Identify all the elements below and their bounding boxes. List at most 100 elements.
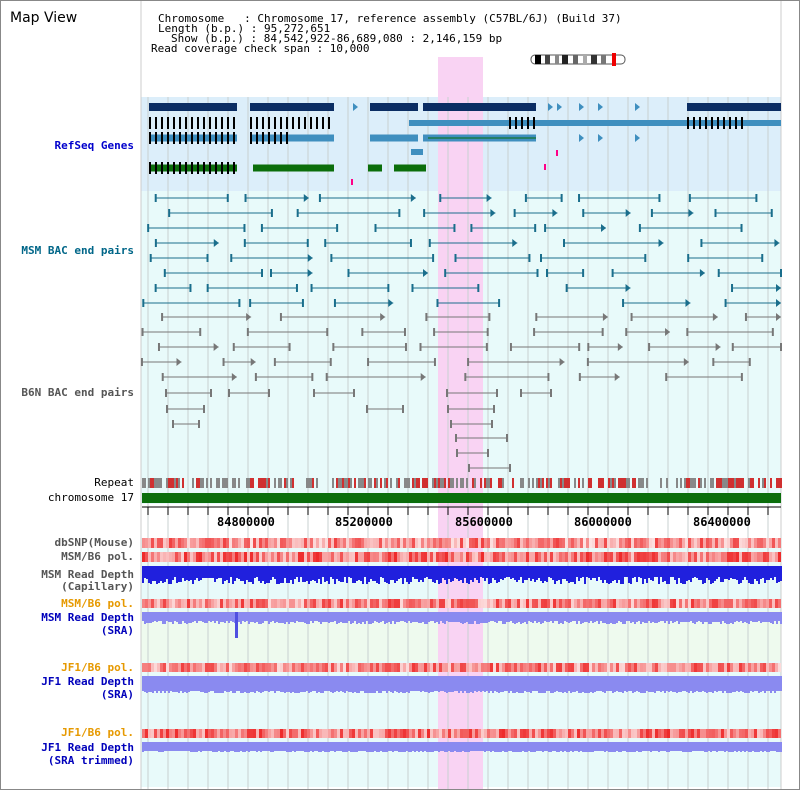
depth-bar: [550, 612, 552, 621]
depth-bar: [766, 566, 768, 580]
track-label-chromosome[interactable]: chromosome 17: [47, 491, 134, 504]
depth-bar: [172, 676, 174, 692]
heat-cell: [364, 729, 367, 738]
gene-exon: [304, 117, 306, 129]
heat-cell: [412, 599, 415, 608]
heat-cell: [556, 552, 559, 562]
heat-cell: [241, 552, 244, 562]
heat-cell: [352, 729, 355, 738]
depth-bar: [160, 566, 162, 581]
track-label-msm-b6-pol-2[interactable]: MSM/B6 pol.: [61, 597, 134, 610]
heat-cell: [367, 552, 370, 562]
depth-bar: [652, 612, 654, 622]
depth-bar: [730, 742, 732, 752]
heat-cell: [283, 729, 286, 738]
heat-cell: [190, 538, 193, 548]
heat-cell: [487, 599, 490, 608]
heat-cell: [610, 729, 613, 738]
depth-bar: [706, 742, 708, 752]
depth-bar: [498, 612, 500, 621]
heat-cell: [304, 729, 307, 738]
depth-bar: [158, 566, 160, 583]
depth-bar: [416, 612, 418, 622]
depth-bar: [570, 676, 572, 693]
heat-cell: [562, 552, 565, 562]
bac-pair-arrow: [213, 239, 219, 247]
heat-cell: [682, 599, 685, 608]
track-label-b6n-bac[interactable]: B6N BAC end pairs: [21, 386, 134, 399]
depth-bar: [152, 566, 154, 581]
track-label-jf1-depth-sra-sub: (SRA): [100, 688, 134, 701]
track-label-jf1-depth-sra[interactable]: JF1 Read Depth: [41, 675, 134, 688]
heat-cell: [514, 552, 517, 562]
depth-bar: [488, 612, 490, 622]
heat-cell: [148, 552, 151, 562]
repeat-feature: [234, 478, 236, 488]
depth-bar: [752, 742, 754, 751]
track-label-jf1-b6-pol-2[interactable]: JF1/B6 pol.: [61, 726, 134, 739]
depth-bar: [530, 566, 532, 581]
heat-cell: [157, 729, 160, 738]
depth-bar: [632, 566, 634, 578]
depth-bar: [598, 742, 600, 751]
heat-cell: [757, 663, 760, 672]
depth-bar: [434, 676, 436, 691]
track-label-msm-b6-pol[interactable]: MSM/B6 pol.: [61, 550, 134, 563]
heat-cell: [199, 599, 202, 608]
heat-cell: [586, 552, 589, 562]
track-label-dbsnp[interactable]: dbSNP(Mouse): [54, 536, 134, 549]
heat-cell: [769, 599, 772, 608]
track-label-refseq-genes[interactable]: RefSeq Genes: [54, 139, 134, 152]
depth-bar: [550, 566, 552, 578]
heat-cell: [358, 538, 361, 548]
depth-bar: [412, 676, 414, 691]
depth-bar: [606, 676, 608, 691]
depth-bar: [246, 742, 248, 751]
track-label-msm-depth-sra[interactable]: MSM Read Depth: [41, 611, 134, 624]
gene-feature: [411, 149, 423, 155]
heat-cell: [652, 729, 655, 738]
heat-cell: [439, 552, 442, 562]
track-label-msm-depth-capillary[interactable]: MSM Read Depth: [41, 568, 134, 581]
heat-cell: [466, 552, 469, 562]
depth-bar: [254, 676, 256, 693]
heat-cell: [499, 663, 502, 672]
depth-bar: [518, 676, 520, 693]
depth-bar: [296, 612, 298, 621]
heat-cell: [667, 552, 670, 562]
depth-bar: [240, 676, 242, 693]
heat-cell: [163, 599, 166, 608]
depth-bar: [360, 742, 362, 751]
heat-cell: [373, 729, 376, 738]
track-label-msm-bac[interactable]: MSM BAC end pairs: [21, 244, 134, 257]
depth-bar: [336, 676, 338, 691]
depth-bar: [198, 612, 200, 621]
depth-bar: [576, 742, 578, 751]
depth-bar: [654, 612, 656, 623]
depth-bar: [750, 676, 752, 691]
track-label-repeat[interactable]: Repeat: [94, 476, 134, 489]
heat-cell: [145, 729, 148, 738]
depth-bar: [448, 612, 450, 622]
heat-cell: [574, 538, 577, 548]
heat-cell: [778, 552, 781, 562]
track-label-jf1-depth-trimmed[interactable]: JF1 Read Depth: [41, 741, 134, 754]
depth-bar: [736, 742, 738, 752]
bac-pair-arrow: [776, 284, 781, 292]
track-label-jf1-b6-pol[interactable]: JF1/B6 pol.: [61, 661, 134, 674]
heat-cell: [409, 663, 412, 672]
bac-pair-arrow: [307, 269, 313, 277]
heat-cell: [775, 538, 778, 548]
heat-cell: [541, 599, 544, 608]
chromosome-ideogram[interactable]: [529, 53, 629, 67]
depth-bar: [600, 566, 602, 580]
depth-bar: [240, 742, 242, 751]
bac-pair-arrow: [552, 209, 558, 217]
depth-bar: [618, 676, 620, 692]
depth-bar: [690, 612, 692, 621]
depth-bar: [760, 566, 762, 579]
depth-bar: [552, 742, 554, 751]
repeat-feature: [578, 478, 580, 488]
heat-cell: [490, 538, 493, 548]
